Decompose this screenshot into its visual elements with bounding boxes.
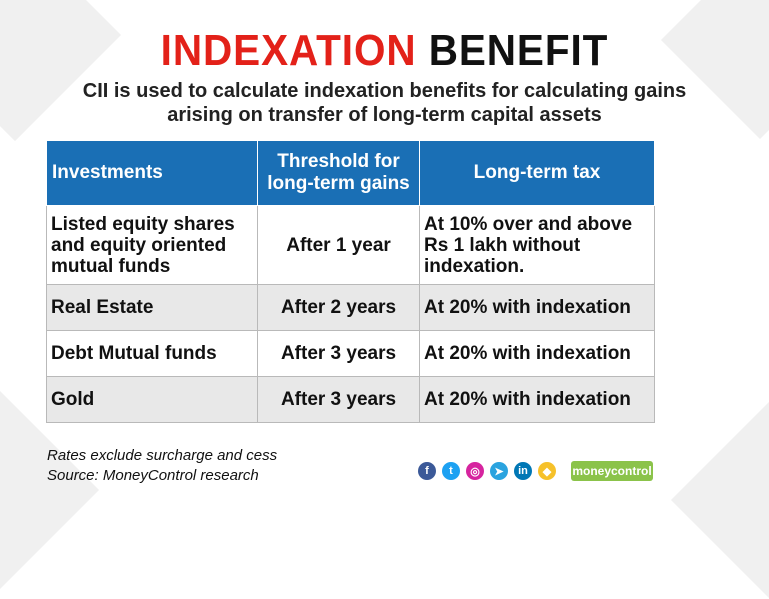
koo-icon[interactable]: ◆ <box>538 462 556 480</box>
cell-investment: Gold <box>46 376 258 423</box>
linkedin-icon[interactable]: in <box>514 462 532 480</box>
moneycontrol-logo[interactable]: moneycontrol <box>571 461 653 481</box>
table-header-row: Investments Threshold for long-term gain… <box>46 140 655 206</box>
cell-line: indexation. <box>424 255 525 277</box>
cell-investment: Listed equity shares and equity oriented… <box>46 205 258 285</box>
subtitle-line: arising on transfer of long-term capital… <box>167 104 602 126</box>
cell-tax: At 20% with indexation <box>419 376 655 423</box>
header-long-term-tax: Long-term tax <box>419 140 655 206</box>
cell-line: At 10% over and above <box>424 213 633 235</box>
table-row: Gold After 3 years At 20% with indexatio… <box>46 376 655 423</box>
social-icons: f t ◎ ➤ in ◆ <box>418 462 556 480</box>
title-main: BENEFIT <box>428 26 609 75</box>
table-row: Debt Mutual funds After 3 years At 20% w… <box>46 330 655 377</box>
cell-tax: At 20% with indexation <box>419 284 655 331</box>
footnote-source: Source: MoneyControl research <box>47 467 259 484</box>
header-threshold: Threshold for long-term gains <box>257 140 420 206</box>
cell-threshold: After 3 years <box>257 376 420 423</box>
table-row: Listed equity shares and equity oriented… <box>46 205 655 285</box>
cell-tax: At 10% over and above Rs 1 lakh without … <box>419 205 655 285</box>
cell-threshold: After 1 year <box>257 205 420 285</box>
cell-investment: Debt Mutual funds <box>46 330 258 377</box>
page-title: INDEXATION BENEFIT <box>31 26 738 76</box>
telegram-icon[interactable]: ➤ <box>490 462 508 480</box>
header-threshold-line: Threshold for <box>277 151 400 172</box>
background-shape <box>671 401 769 599</box>
cell-threshold: After 3 years <box>257 330 420 377</box>
header-investments: Investments <box>46 140 258 206</box>
cell-tax: At 20% with indexation <box>419 330 655 377</box>
footnote-rates: Rates exclude surcharge and cess <box>47 447 278 464</box>
facebook-icon[interactable]: f <box>418 462 436 480</box>
footnotes: Rates exclude surcharge and cess Source:… <box>47 446 277 486</box>
title-accent: INDEXATION <box>160 26 417 75</box>
cell-threshold: After 2 years <box>257 284 420 331</box>
cell-line: Listed equity shares <box>51 213 235 235</box>
subtitle: CII is used to calculate indexation bene… <box>0 79 769 127</box>
table-row: Real Estate After 2 years At 20% with in… <box>46 284 655 331</box>
twitter-icon[interactable]: t <box>442 462 460 480</box>
instagram-icon[interactable]: ◎ <box>466 462 484 480</box>
cell-line: and equity oriented <box>51 234 227 256</box>
cell-line: Rs 1 lakh without <box>424 234 581 256</box>
cell-investment: Real Estate <box>46 284 258 331</box>
subtitle-line: CII is used to calculate indexation bene… <box>82 80 687 102</box>
cell-line: mutual funds <box>51 255 171 277</box>
indexation-table: Investments Threshold for long-term gain… <box>46 140 655 423</box>
header-threshold-line: long-term gains <box>267 173 410 194</box>
